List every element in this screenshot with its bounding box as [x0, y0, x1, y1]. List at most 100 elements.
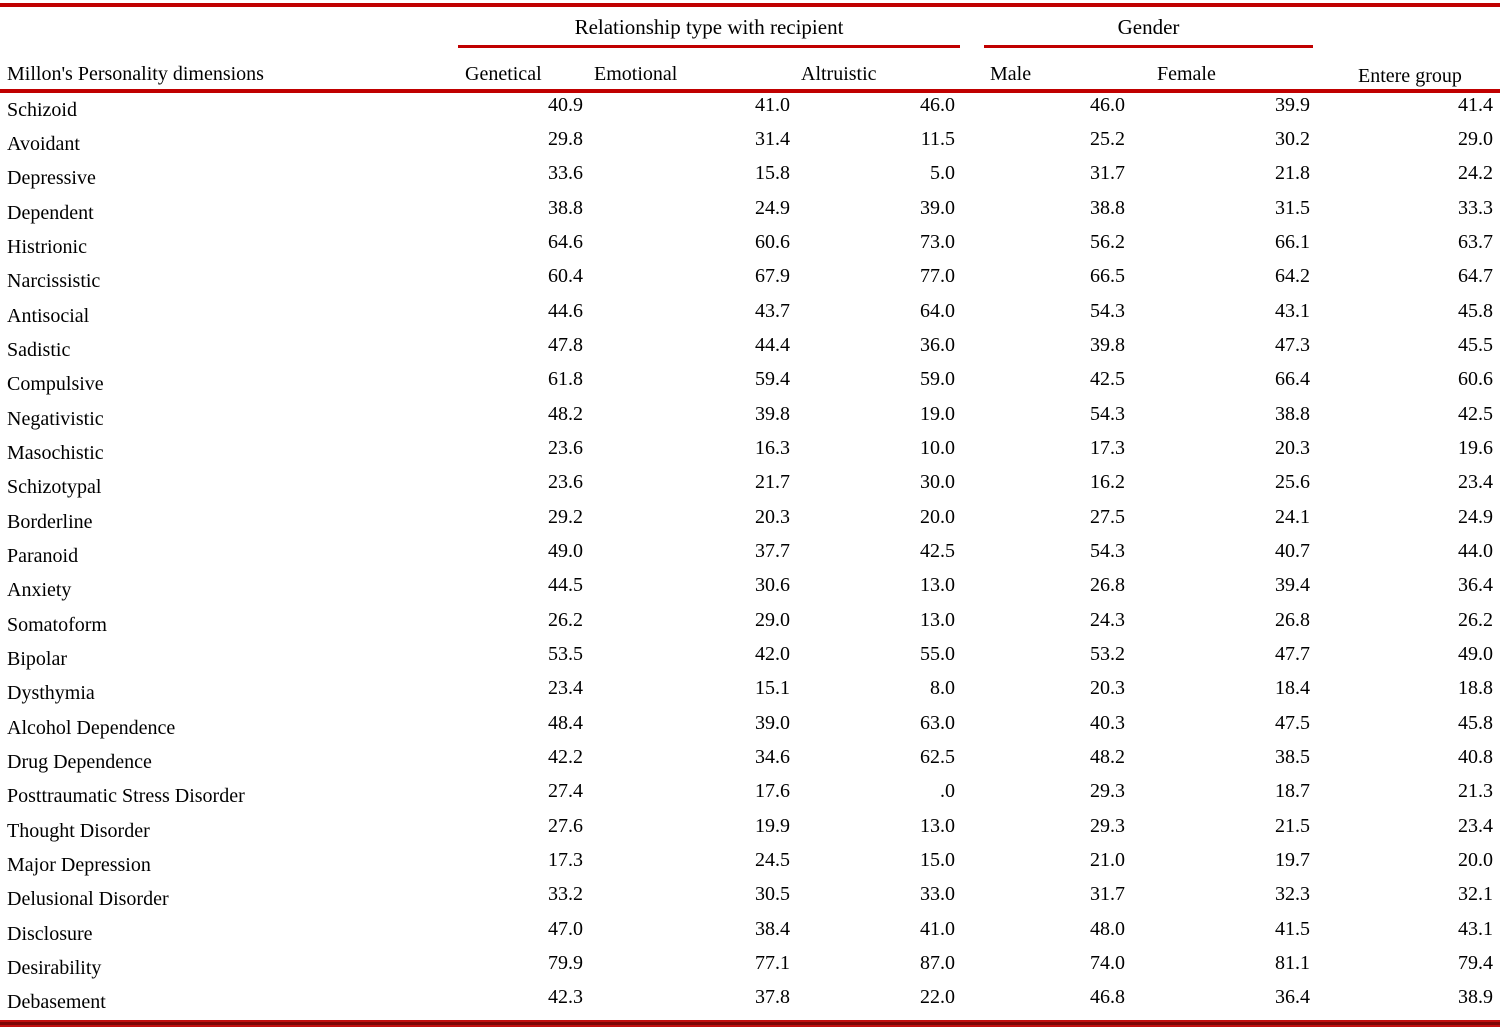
cell-genetical: 33.6 — [548, 162, 583, 185]
table-row: Posttraumatic Stress Disorder 27.4 17.6 … — [0, 780, 1500, 814]
cell-genetical: 48.4 — [548, 711, 583, 734]
cell-genetical: 29.8 — [548, 127, 583, 150]
cell-altruistic: 73.0 — [920, 230, 955, 253]
cell-genetical: 47.8 — [548, 333, 583, 356]
cell-male: 20.3 — [1090, 677, 1125, 700]
table-row: Dysthymia 23.4 15.1 8.0 20.3 18.4 18.8 — [0, 677, 1500, 711]
row-label: Compulsive — [7, 373, 104, 396]
cell-male: 26.8 — [1090, 574, 1125, 597]
row-label: Borderline — [7, 510, 93, 533]
cell-genetical: 44.5 — [548, 574, 583, 597]
cell-emotional: 15.8 — [755, 162, 790, 185]
row-label: Narcissistic — [7, 270, 101, 293]
cell-female: 36.4 — [1275, 986, 1310, 1009]
row-label: Schizoid — [7, 98, 77, 121]
cell-genetical: 33.2 — [548, 883, 583, 906]
table-row: Depressive 33.6 15.8 5.0 31.7 21.8 24.2 — [0, 162, 1500, 196]
cell-emotional: 77.1 — [755, 951, 790, 974]
cell-entire-group: 21.3 — [1458, 780, 1493, 803]
row-label: Desirability — [7, 956, 102, 979]
cell-female: 64.2 — [1275, 265, 1310, 288]
table-row: Disclosure 47.0 38.4 41.0 48.0 41.5 43.1 — [0, 917, 1500, 951]
cell-female: 30.2 — [1275, 127, 1310, 150]
top-rule — [0, 3, 1500, 7]
table-row: Thought Disorder 27.6 19.9 13.0 29.3 21.… — [0, 814, 1500, 848]
cell-emotional: 39.8 — [755, 402, 790, 425]
cell-altruistic: 10.0 — [920, 436, 955, 459]
cell-altruistic: 13.0 — [920, 814, 955, 837]
row-label: Disclosure — [7, 922, 93, 945]
row-label: Thought Disorder — [7, 819, 150, 842]
table-row: Avoidant 29.8 31.4 11.5 25.2 30.2 29.0 — [0, 127, 1500, 161]
row-label: Masochistic — [7, 441, 104, 464]
cell-emotional: 67.9 — [755, 265, 790, 288]
cell-male: 29.3 — [1090, 780, 1125, 803]
cell-female: 47.5 — [1275, 711, 1310, 734]
row-label: Alcohol Dependence — [7, 716, 176, 739]
cell-genetical: 40.9 — [548, 93, 583, 116]
cell-genetical: 17.3 — [548, 848, 583, 871]
cell-genetical: 49.0 — [548, 539, 583, 562]
cell-emotional: 17.6 — [755, 780, 790, 803]
row-label: Dependent — [7, 201, 94, 224]
table-row: Debasement 42.3 37.8 22.0 46.8 36.4 38.9 — [0, 986, 1500, 1020]
cell-genetical: 27.6 — [548, 814, 583, 837]
cell-emotional: 24.5 — [755, 848, 790, 871]
cell-entire-group: 29.0 — [1458, 127, 1493, 150]
cell-emotional: 43.7 — [755, 299, 790, 322]
row-label: Schizotypal — [7, 476, 102, 499]
cell-altruistic: 8.0 — [930, 677, 955, 700]
cell-entire-group: 23.4 — [1458, 471, 1493, 494]
cell-male: 24.3 — [1090, 608, 1125, 631]
cell-female: 39.9 — [1275, 93, 1310, 116]
cell-female: 20.3 — [1275, 436, 1310, 459]
cell-male: 29.3 — [1090, 814, 1125, 837]
cell-female: 47.7 — [1275, 642, 1310, 665]
cell-female: 24.1 — [1275, 505, 1310, 528]
cell-altruistic: 15.0 — [920, 848, 955, 871]
cell-genetical: 42.2 — [548, 745, 583, 768]
cell-female: 18.4 — [1275, 677, 1310, 700]
cell-genetical: 79.9 — [548, 951, 583, 974]
cell-male: 46.0 — [1090, 93, 1125, 116]
cell-altruistic: 62.5 — [920, 745, 955, 768]
cell-entire-group: 45.8 — [1458, 299, 1493, 322]
cell-male: 31.7 — [1090, 162, 1125, 185]
table-row: Histrionic 64.6 60.6 73.0 56.2 66.1 63.7 — [0, 230, 1500, 264]
column-header-dimensions: Millon's Personality dimensions — [7, 63, 264, 85]
cell-entire-group: 24.2 — [1458, 162, 1493, 185]
cell-female: 43.1 — [1275, 299, 1310, 322]
cell-genetical: 23.6 — [548, 436, 583, 459]
column-header-emotional: Emotional — [594, 63, 678, 85]
table-row: Antisocial 44.6 43.7 64.0 54.3 43.1 45.8 — [0, 299, 1500, 333]
table-row: Somatoform 26.2 29.0 13.0 24.3 26.8 26.2 — [0, 608, 1500, 642]
row-label: Bipolar — [7, 647, 67, 670]
cell-altruistic: 59.0 — [920, 368, 955, 391]
row-label: Anxiety — [7, 579, 72, 602]
bottom-rule — [0, 1020, 1500, 1027]
cell-male: 42.5 — [1090, 368, 1125, 391]
table-row: Paranoid 49.0 37.7 42.5 54.3 40.7 44.0 — [0, 539, 1500, 573]
cell-male: 54.3 — [1090, 299, 1125, 322]
table-row: Sadistic 47.8 44.4 36.0 39.8 47.3 45.5 — [0, 333, 1500, 367]
cell-emotional: 34.6 — [755, 745, 790, 768]
cell-altruistic: 39.0 — [920, 196, 955, 219]
cell-male: 31.7 — [1090, 883, 1125, 906]
cell-female: 38.8 — [1275, 402, 1310, 425]
cell-altruistic: 13.0 — [920, 608, 955, 631]
table-row: Delusional Disorder 33.2 30.5 33.0 31.7 … — [0, 883, 1500, 917]
row-label: Negativistic — [7, 407, 104, 430]
spanner-relationship-type: Relationship type with recipient — [574, 15, 844, 39]
cell-entire-group: 43.1 — [1458, 917, 1493, 940]
cell-male: 74.0 — [1090, 951, 1125, 974]
cell-female: 18.7 — [1275, 780, 1310, 803]
spanner-gender: Gender — [1117, 15, 1180, 39]
cell-female: 66.4 — [1275, 368, 1310, 391]
table-row: Dependent 38.8 24.9 39.0 38.8 31.5 33.3 — [0, 196, 1500, 230]
cell-entire-group: 64.7 — [1458, 265, 1493, 288]
cell-emotional: 39.0 — [755, 711, 790, 734]
row-label: Histrionic — [7, 235, 87, 258]
column-header-entire-group: Entere group — [1358, 65, 1462, 87]
row-label: Somatoform — [7, 613, 107, 636]
